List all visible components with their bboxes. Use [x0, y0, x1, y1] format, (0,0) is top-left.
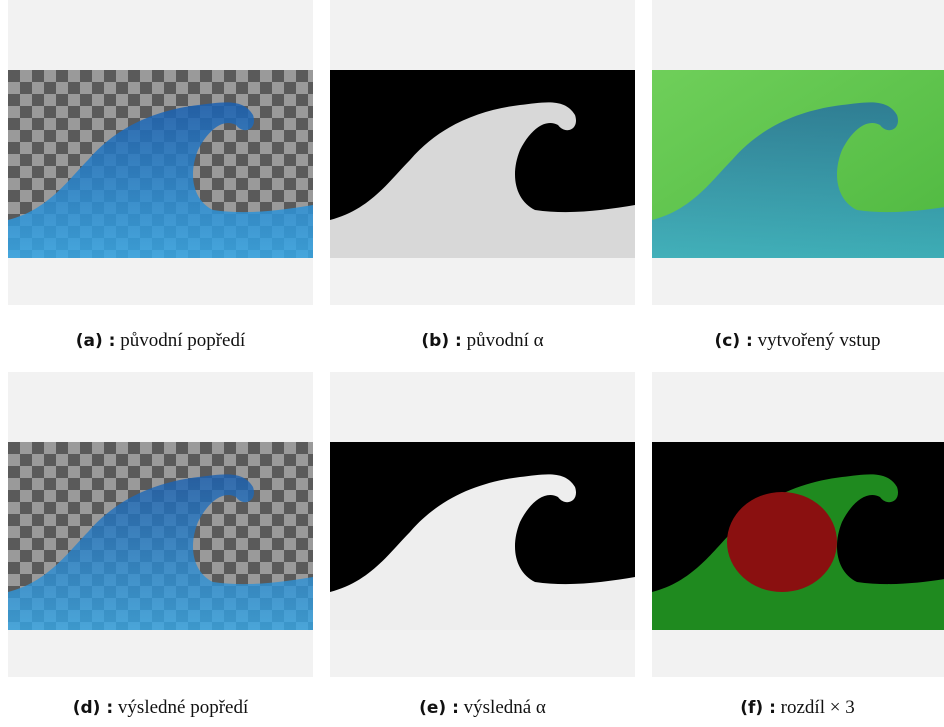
image-panel [330, 372, 635, 677]
caption-label: (d) : [73, 698, 113, 718]
caption-text: rozdíl × 3 [781, 697, 855, 718]
image [8, 70, 313, 258]
image-panel [8, 372, 313, 677]
image-panel [330, 0, 635, 305]
image-panel [8, 0, 313, 305]
caption-text: výsledná α [464, 697, 546, 718]
caption-label: (e) : [419, 698, 459, 718]
caption: (a) : původní popředí [8, 330, 313, 352]
caption-text: výsledné popředí [118, 697, 248, 718]
caption-label: (b) : [421, 331, 461, 351]
caption-label: (f) : [740, 698, 776, 718]
caption-label: (a) : [76, 331, 116, 351]
caption: (d) : výsledné popředí [8, 697, 313, 719]
caption-text: původní α [467, 330, 544, 351]
caption-text: vytvořený vstup [758, 330, 881, 351]
figure: {"panels": [ {"label": "(a) :", "caption… [0, 0, 944, 727]
caption: (e) : výsledná α [330, 697, 635, 719]
caption: (f) : rozdíl × 3 [645, 697, 944, 719]
image [652, 442, 944, 630]
image [330, 70, 635, 258]
image [8, 442, 313, 630]
caption: (b) : původní α [330, 330, 635, 352]
caption-text: původní popředí [120, 330, 245, 351]
image-panel [652, 0, 944, 305]
image [652, 70, 944, 258]
image-panel [652, 372, 944, 677]
caption-label: (c) : [714, 331, 752, 351]
image [330, 442, 635, 630]
caption: (c) : vytvořený vstup [645, 330, 944, 352]
